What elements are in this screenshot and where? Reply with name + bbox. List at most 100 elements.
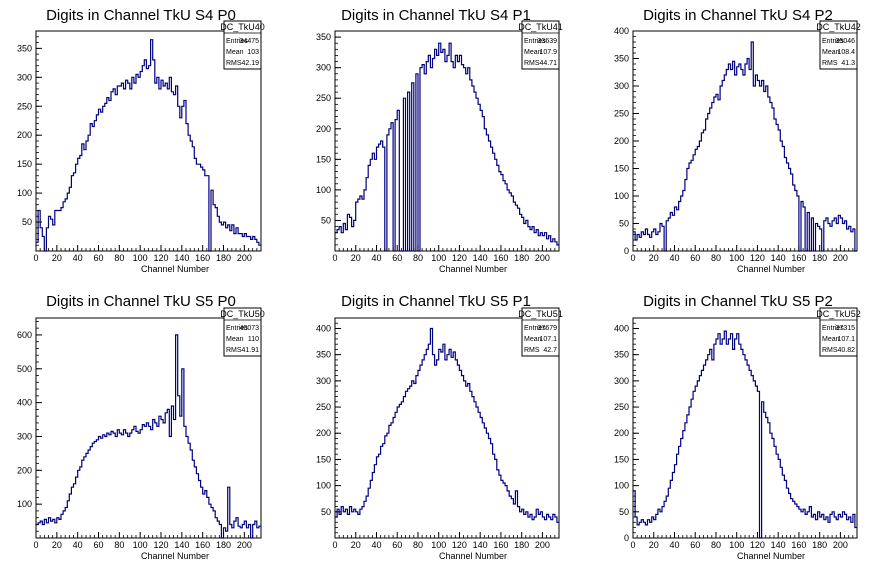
histogram-panel-5: Digits in Channel TkU S5 P2 0 20 40 60 80 100 1… (614, 293, 861, 561)
histogram-panel-4: Digits in Channel TkU S5 P1 0 20 40 60 80 100 1… (316, 293, 563, 561)
x-tick-label: 0 (33, 253, 38, 263)
x-tick-label: 180 (216, 540, 231, 550)
y-tick-label: 300 (614, 376, 629, 386)
x-tick-label: 20 (52, 540, 62, 550)
stats-label: Entries (524, 38, 546, 45)
x-tick-label: 0 (332, 540, 337, 550)
x-tick-label: 100 (729, 540, 744, 550)
stats-value: 110 (248, 336, 259, 343)
y-tick-label: 350 (17, 43, 32, 53)
stats-box (819, 307, 858, 357)
x-tick-label: 80 (114, 540, 124, 550)
stats-value: 40073 (240, 325, 260, 332)
y-tick-label: 50 (22, 217, 32, 227)
x-axis-label: Channel Number (439, 264, 507, 274)
x-tick-label: 60 (690, 253, 700, 263)
x-tick-label: 100 (133, 253, 148, 263)
x-tick-label: 140 (771, 540, 786, 550)
x-tick-label: 40 (371, 540, 381, 550)
x-tick-label: 140 (473, 540, 488, 550)
x-tick-label: 120 (452, 540, 467, 550)
y-tick-label: 400 (17, 398, 32, 408)
x-tick-label: 160 (493, 253, 508, 263)
histogram-panel-3: Digits in Channel TkU S5 P0 0 20 40 60 80 100 1… (17, 293, 265, 561)
x-tick-label: 160 (195, 540, 210, 550)
x-axis-label: Channel Number (737, 551, 805, 561)
x-tick-label: 180 (812, 253, 827, 263)
x-axis-label: Channel Number (141, 551, 209, 561)
x-tick-label: 200 (833, 253, 848, 263)
x-tick-label: 120 (153, 540, 168, 550)
x-tick-label: 140 (473, 253, 488, 263)
y-tick-label: 250 (614, 109, 629, 119)
x-tick-label: 20 (351, 253, 361, 263)
x-tick-label: 120 (750, 540, 765, 550)
stats-name: DC_TkU41 (518, 22, 563, 32)
y-tick-label: 250 (316, 402, 331, 412)
stats-box (521, 307, 560, 357)
x-tick-label: 180 (812, 540, 827, 550)
stats-label: RMS (822, 60, 838, 67)
stats-label: Mean (822, 336, 840, 343)
stats-label: RMS (226, 347, 242, 354)
x-tick-label: 60 (93, 253, 103, 263)
x-tick-label: 80 (413, 540, 423, 550)
stats-name: DC_TkU51 (518, 309, 563, 319)
x-tick-label: 40 (73, 253, 83, 263)
x-tick-label: 0 (33, 540, 38, 550)
x-tick-label: 180 (216, 253, 231, 263)
y-tick-label: 0 (624, 246, 629, 256)
stats-label: Mean (524, 49, 542, 56)
x-tick-label: 20 (649, 253, 659, 263)
y-tick-label: 100 (614, 481, 629, 491)
stats-label: RMS (524, 347, 540, 354)
stats-label: Mean (524, 336, 542, 343)
y-tick-label: 0 (624, 533, 629, 543)
x-tick-label: 120 (153, 253, 168, 263)
x-tick-label: 100 (431, 540, 446, 550)
stats-value: 42.19 (241, 60, 259, 67)
stats-label: Entries (822, 38, 844, 45)
y-tick-label: 300 (17, 72, 32, 82)
x-tick-label: 20 (649, 540, 659, 550)
histogram-series (36, 39, 261, 252)
x-tick-label: 160 (493, 540, 508, 550)
y-tick-label: 200 (316, 124, 331, 134)
y-tick-label: 50 (321, 215, 331, 225)
stats-box (819, 20, 858, 70)
stats-name: DC_TkU50 (220, 309, 265, 319)
y-tick-label: 350 (316, 32, 331, 42)
histogram-series (633, 330, 857, 539)
y-tick-label: 300 (316, 376, 331, 386)
stats-value: 37679 (538, 325, 558, 332)
y-tick-label: 200 (17, 130, 32, 140)
x-tick-label: 200 (237, 253, 252, 263)
x-tick-label: 80 (413, 253, 423, 263)
stats-value: 35046 (836, 38, 856, 45)
stats-value: 33639 (538, 38, 558, 45)
x-tick-label: 40 (669, 540, 679, 550)
x-tick-label: 40 (73, 540, 83, 550)
y-tick-label: 200 (17, 465, 32, 475)
stats-label: Mean (226, 336, 244, 343)
histogram-panel-2: Digits in Channel TkU S4 P2 0 20 40 60 80 100 1… (614, 7, 861, 274)
x-tick-label: 140 (771, 253, 786, 263)
chart-title: Digits in Channel TkU S5 P1 (341, 293, 531, 310)
histogram-series (633, 41, 857, 252)
x-tick-label: 160 (791, 253, 806, 263)
y-tick-label: 150 (17, 159, 32, 169)
x-tick-label: 0 (630, 540, 635, 550)
x-axis-label: Channel Number (737, 264, 805, 274)
stats-value: 37315 (836, 325, 856, 332)
x-tick-label: 0 (630, 253, 635, 263)
y-tick-label: 150 (614, 454, 629, 464)
stats-name: DC_TkU40 (220, 22, 265, 32)
stats-label: Entries (226, 325, 248, 332)
histogram-series (335, 327, 559, 523)
x-tick-label: 80 (114, 253, 124, 263)
stats-name: DC_TkU52 (816, 309, 861, 319)
y-tick-label: 100 (316, 481, 331, 491)
stats-label: RMS (226, 60, 242, 67)
y-tick-label: 150 (316, 154, 331, 164)
histogram-series (36, 334, 261, 539)
